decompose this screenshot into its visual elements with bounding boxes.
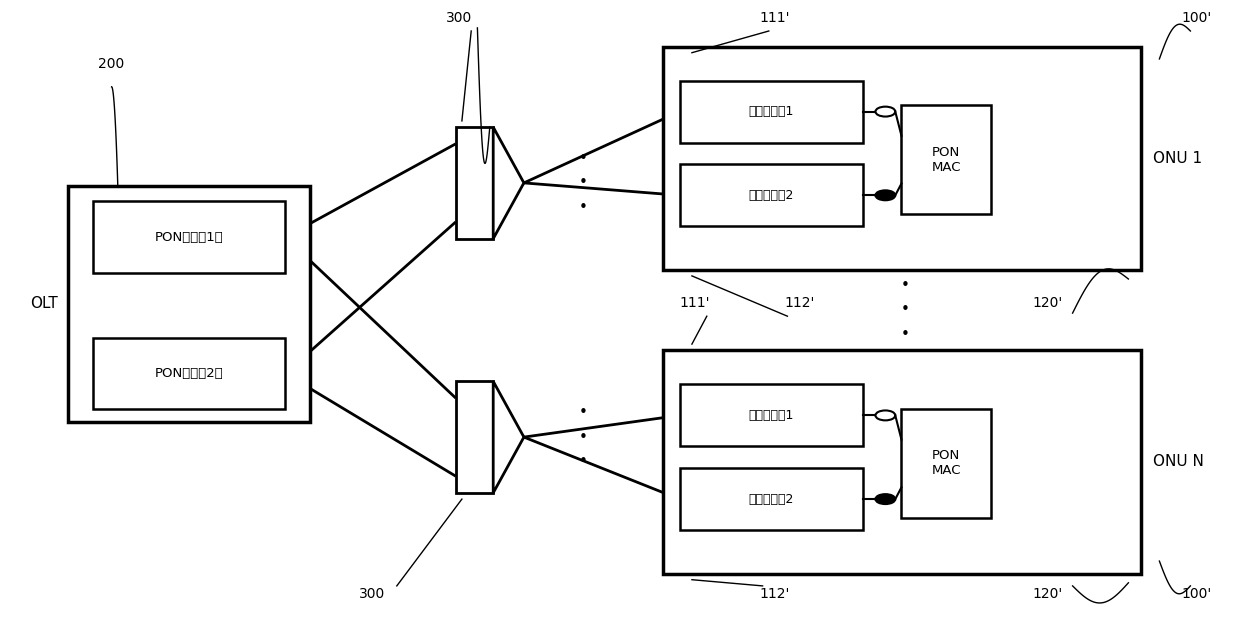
Text: PON端口（1）: PON端口（1） <box>155 231 223 244</box>
Text: 300: 300 <box>445 11 472 25</box>
Text: 111': 111' <box>680 296 709 310</box>
Bar <box>68 186 310 422</box>
Polygon shape <box>494 381 523 493</box>
Text: 120': 120' <box>1033 587 1063 601</box>
Bar <box>456 127 494 239</box>
Bar <box>663 46 1141 270</box>
Bar <box>680 81 863 143</box>
Bar <box>901 409 991 518</box>
Text: •
•
•: • • • <box>579 405 588 469</box>
Text: ONU N: ONU N <box>1153 454 1204 469</box>
Bar <box>93 338 285 409</box>
Text: PON
MAC: PON MAC <box>931 450 961 477</box>
Bar <box>456 381 494 493</box>
Circle shape <box>875 190 895 200</box>
Bar <box>680 468 863 530</box>
Text: 112': 112' <box>785 296 815 310</box>
Text: 100': 100' <box>1182 587 1211 601</box>
Text: 111': 111' <box>760 11 790 25</box>
Text: PON端口（2）: PON端口（2） <box>155 367 223 380</box>
Text: 光收发模块1: 光收发模块1 <box>749 409 794 422</box>
Bar <box>680 164 863 226</box>
Text: •
•
•: • • • <box>900 278 910 342</box>
Text: 200: 200 <box>98 57 125 71</box>
Circle shape <box>875 494 895 504</box>
Text: ONU 1: ONU 1 <box>1153 151 1203 166</box>
Text: 光收发模块2: 光收发模块2 <box>749 493 794 505</box>
Bar <box>680 384 863 446</box>
Bar <box>663 350 1141 574</box>
Text: 光收发模块2: 光收发模块2 <box>749 189 794 202</box>
Text: 光收发模块1: 光收发模块1 <box>749 105 794 118</box>
Bar <box>901 105 991 214</box>
Text: 112': 112' <box>760 587 790 601</box>
Text: 120': 120' <box>1033 296 1063 310</box>
Text: PON
MAC: PON MAC <box>931 146 961 174</box>
Text: 300: 300 <box>358 587 386 601</box>
Text: OLT: OLT <box>31 296 58 311</box>
Bar <box>93 202 285 273</box>
Text: •
•
•: • • • <box>579 151 588 215</box>
Text: 100': 100' <box>1182 11 1211 25</box>
Polygon shape <box>494 127 523 239</box>
